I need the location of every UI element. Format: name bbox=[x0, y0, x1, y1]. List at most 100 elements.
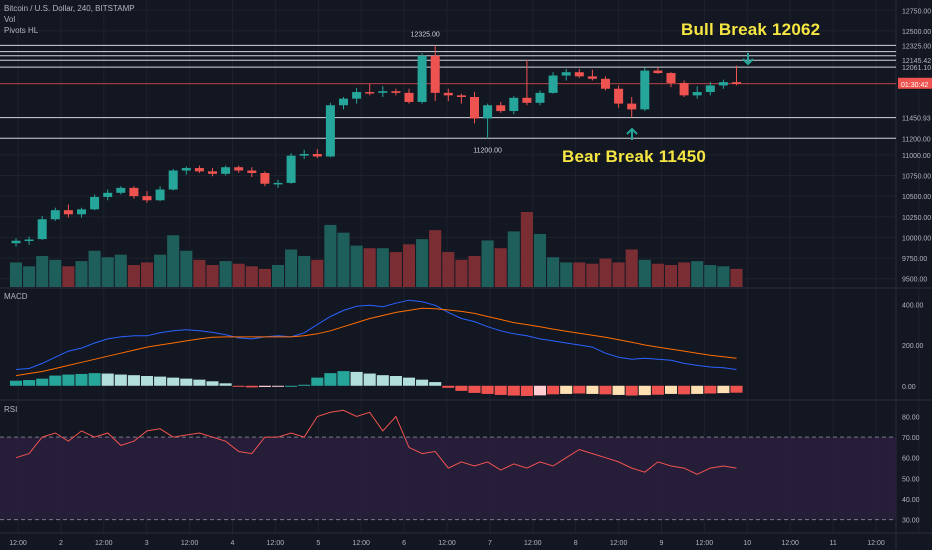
volume-bar bbox=[127, 265, 140, 287]
candle-body bbox=[50, 210, 60, 220]
time-tick-label: 12:00 bbox=[181, 540, 199, 547]
volume-bar bbox=[533, 233, 547, 287]
candle-body bbox=[129, 187, 139, 197]
macd-histogram-bar bbox=[219, 383, 232, 386]
macd-histogram-bar bbox=[730, 385, 743, 393]
macd-histogram-bar bbox=[36, 378, 49, 386]
candle-body bbox=[732, 82, 741, 84]
volume-bar bbox=[416, 239, 429, 287]
candle-body bbox=[63, 210, 73, 215]
rsi-tick-label: 50.00 bbox=[902, 476, 920, 483]
macd-histogram-bar bbox=[560, 385, 573, 394]
candles[interactable]: 12325.00 11200.00 bbox=[11, 31, 742, 247]
candle-body bbox=[404, 92, 414, 102]
candle-body bbox=[299, 154, 309, 156]
symbol-line: Bitcoin / U.S. Dollar, 240, BITSTAMP bbox=[4, 4, 135, 13]
bull-break-label: Bull Break 12062 bbox=[681, 20, 821, 39]
candle-body bbox=[352, 92, 362, 99]
time-tick-label: 12:00 bbox=[781, 540, 799, 547]
candle-body bbox=[443, 92, 453, 96]
rsi-tick-label: 30.00 bbox=[902, 518, 920, 525]
price-axis[interactable]: 12750.00 12500.00 12325.00 12145.4212061.10… bbox=[898, 8, 932, 525]
bull-arrow-icon-head bbox=[742, 58, 754, 66]
macd-pane[interactable] bbox=[9, 299, 743, 396]
macd-histogram-bar bbox=[678, 385, 691, 395]
macd-histogram-bar bbox=[376, 375, 389, 386]
macd-line bbox=[15, 299, 737, 370]
macd-histogram-bar bbox=[311, 377, 324, 386]
time-tick-label: 6 bbox=[402, 540, 406, 547]
time-tick-label: 5 bbox=[316, 540, 320, 547]
candle-body bbox=[339, 98, 348, 106]
candle-body bbox=[142, 196, 152, 201]
macd-histogram-bar bbox=[402, 377, 416, 386]
volume-bar bbox=[219, 261, 232, 287]
volume-bar bbox=[258, 268, 271, 287]
time-axis[interactable]: 12:00 2 12:00 3 12:00 4 12:00 5 12:00 6 12:00 7 12:0… bbox=[9, 540, 885, 547]
price-tick-label: 10750.00 bbox=[902, 173, 931, 180]
macd-histogram-bar bbox=[664, 385, 678, 394]
volume-bar bbox=[376, 248, 389, 287]
time-tick-label: 8 bbox=[574, 540, 578, 547]
time-tick-label: 12:00 bbox=[95, 540, 113, 547]
volume-bar bbox=[547, 257, 560, 287]
price-tick-label: 11200.00 bbox=[902, 136, 931, 143]
volume-bar bbox=[651, 263, 664, 287]
candle-body bbox=[286, 155, 296, 183]
macd-histogram-bar bbox=[573, 385, 586, 394]
volume-bar bbox=[612, 262, 625, 287]
volume-bar bbox=[664, 265, 678, 287]
time-tick-label: 9 bbox=[660, 540, 664, 547]
macd-histogram-bar bbox=[167, 377, 180, 386]
candle-body bbox=[627, 103, 637, 110]
candle-body bbox=[312, 154, 322, 157]
macd-tick-label: 0.00 bbox=[902, 384, 916, 391]
macd-histogram-bar bbox=[612, 385, 625, 395]
candle-body bbox=[470, 97, 479, 119]
macd-histogram-bar bbox=[638, 385, 651, 396]
price-tick-label: 11000.00 bbox=[902, 153, 931, 160]
price-tick-label: 12145.42 bbox=[902, 58, 931, 65]
candle-body bbox=[522, 97, 532, 103]
macd-histogram-bar bbox=[232, 385, 245, 387]
pivots-label: Pivots HL bbox=[4, 26, 39, 35]
time-tick-label: 11 bbox=[829, 540, 836, 547]
volume-bar bbox=[599, 258, 612, 287]
rsi-tick-label: 60.00 bbox=[902, 456, 920, 463]
macd-histogram-bar bbox=[140, 375, 154, 386]
candle-body bbox=[587, 76, 597, 79]
volume-bar bbox=[23, 266, 36, 287]
macd-histogram-bar bbox=[442, 385, 455, 388]
candle-body bbox=[260, 173, 270, 184]
volume-bar bbox=[324, 224, 337, 287]
macd-histogram-bar bbox=[324, 373, 337, 386]
macd-histogram-bar bbox=[717, 385, 730, 394]
volume-bar bbox=[180, 250, 193, 287]
macd-histogram-bar bbox=[193, 379, 206, 386]
candle-body bbox=[653, 70, 663, 74]
candle-body bbox=[208, 171, 217, 174]
macd-histogram-bar bbox=[49, 375, 62, 386]
annotation-arrows bbox=[626, 53, 754, 140]
volume-bar bbox=[62, 266, 75, 287]
price-tick-label: 10000.00 bbox=[902, 235, 931, 242]
macd-title: MACD bbox=[4, 292, 28, 301]
macd-histogram-bar bbox=[494, 385, 507, 395]
candle-body bbox=[535, 92, 545, 103]
time-tick-label: 12:00 bbox=[696, 540, 714, 547]
candle-body bbox=[614, 88, 624, 104]
candle-body bbox=[548, 75, 558, 93]
rsi-tick-label: 40.00 bbox=[902, 497, 920, 504]
volume-bar bbox=[468, 255, 481, 287]
volume-bar bbox=[586, 263, 599, 287]
candle-body bbox=[247, 170, 257, 173]
rsi-pane[interactable] bbox=[0, 409, 896, 521]
candle-body bbox=[718, 82, 728, 86]
macd-histogram-bar bbox=[206, 381, 219, 386]
macd-histogram-bar bbox=[691, 385, 704, 394]
volume-bar bbox=[232, 263, 245, 287]
candle-body bbox=[456, 95, 466, 97]
signal-line bbox=[15, 307, 737, 377]
macd-histogram-bar bbox=[298, 384, 311, 386]
